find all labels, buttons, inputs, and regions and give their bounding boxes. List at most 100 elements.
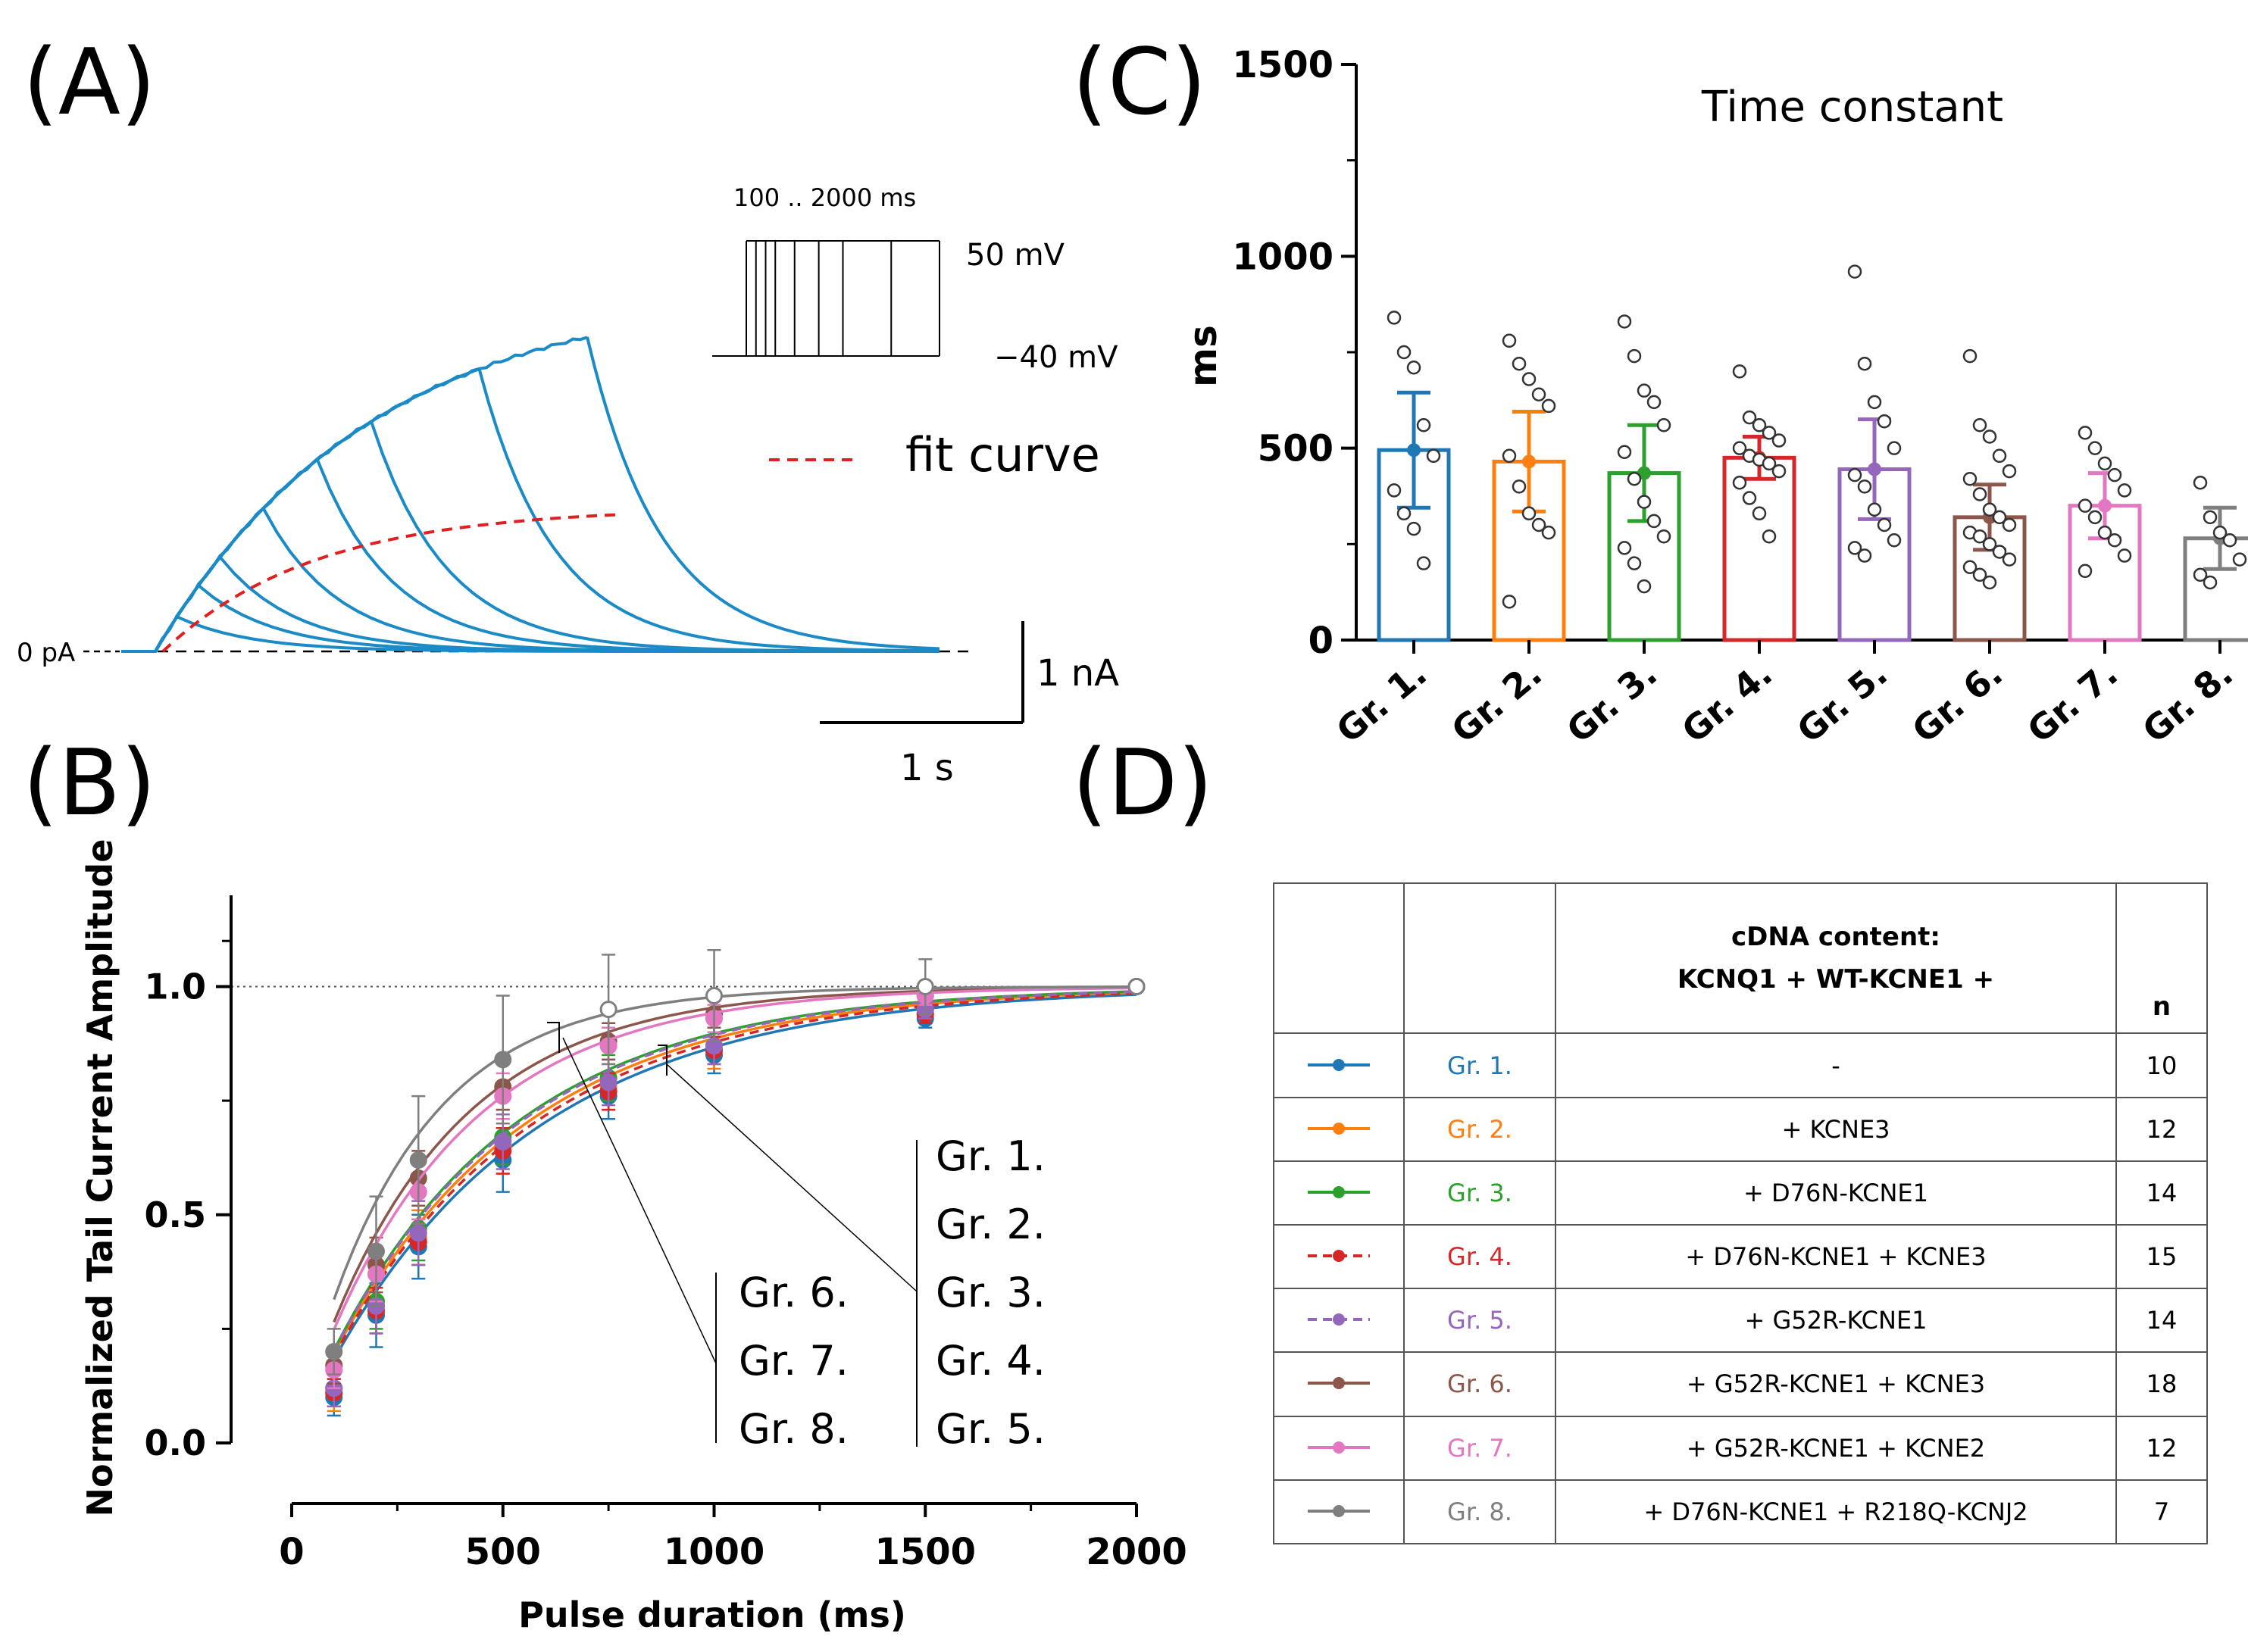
protocol-duration-label: 100 .. 2000 ms	[733, 183, 916, 212]
legend-swatch-cell	[1273, 1032, 1405, 1098]
data-point	[1732, 364, 1747, 379]
legend-swatch-cell	[1273, 1288, 1405, 1354]
legend-swatch-cell	[1273, 1160, 1405, 1226]
data-point	[1416, 418, 1431, 433]
bar-group-2: Gr. 2.	[1444, 333, 1566, 751]
series-gr8	[325, 949, 1146, 1376]
x-tick-label: Gr. 2.	[1444, 653, 1550, 751]
cdna-content: + KCNE3	[1555, 1096, 2117, 1162]
data-point	[1512, 356, 1527, 371]
scale-bar-time-label: 1 s	[900, 747, 954, 789]
fit-line	[333, 993, 1137, 1360]
data-point	[1762, 529, 1777, 544]
legend-marker	[1333, 1058, 1345, 1071]
data-point	[409, 1224, 427, 1242]
legend-swatch	[1308, 1441, 1370, 1454]
panel-a-current-traces: 0 pA 1 nA 1 s 100 .. 2000 ms 50 mV −40 m…	[17, 183, 1119, 789]
protocol-high-voltage-label: 50 mV	[966, 238, 1065, 273]
data-point	[1627, 348, 1642, 364]
data-point	[2107, 533, 2122, 548]
group-name: Gr. 8.	[1403, 1479, 1556, 1545]
data-point	[409, 1151, 427, 1169]
data-point	[2203, 510, 2218, 525]
data-point	[1877, 517, 1892, 532]
bar-group-7: Gr. 7.	[2020, 426, 2142, 751]
y-tick-label-1000: 1000	[1232, 236, 1333, 278]
y-tick-label-0.5: 0.5	[145, 1194, 207, 1235]
data-point	[2232, 552, 2247, 567]
data-point	[1972, 487, 1987, 501]
data-point	[1406, 521, 1421, 536]
x-tick-label-500: 500	[465, 1531, 541, 1573]
mean-dot	[1868, 462, 1881, 476]
group-name: Gr. 4.	[1403, 1224, 1556, 1290]
data-point	[1502, 595, 1517, 609]
legend-swatch	[1308, 1058, 1370, 1071]
group-name: Gr. 7.	[1403, 1415, 1556, 1481]
data-point	[1982, 429, 1997, 444]
header-cdna-line2: KCNQ1 + WT-KCNE1 +	[1677, 964, 1995, 995]
fit-line	[333, 985, 1137, 1301]
data-point	[1406, 361, 1421, 375]
legend-marker	[1333, 1185, 1345, 1198]
data-point	[1771, 433, 1787, 448]
data-point	[1962, 471, 1978, 486]
legend-swatch-cell	[1273, 1415, 1405, 1481]
bar-group-8: Gr. 8.	[2135, 476, 2248, 751]
data-point	[325, 1343, 343, 1360]
group-b-pointer-tick	[547, 1022, 560, 1053]
data-point	[1541, 525, 1556, 540]
data-point	[1847, 264, 1862, 279]
group-b-pointer	[562, 1037, 717, 1364]
data-point	[2078, 564, 2093, 579]
legend-swatch	[1308, 1185, 1370, 1198]
table-row: Gr. 8. + D76N-KCNE1 + R218Q-KCNJ2 7	[1273, 1479, 2208, 1545]
data-point	[1732, 441, 1747, 455]
panel-label-a: (A)	[23, 30, 156, 136]
table-row: Gr. 2. + KCNE3 12	[1273, 1096, 2208, 1162]
data-point	[1992, 510, 2007, 525]
n-value: 14	[2115, 1288, 2208, 1354]
panel-label-d: (D)	[1072, 731, 1213, 836]
group-a-pointer-tick	[658, 1045, 668, 1076]
data-point	[2203, 575, 2218, 590]
data-point	[2078, 498, 2093, 513]
group-name: Gr. 6.	[1403, 1351, 1556, 1417]
legend-swatch	[1308, 1377, 1370, 1390]
x-tick-label: Gr. 1.	[1329, 653, 1435, 751]
chart-b-series	[325, 949, 1146, 1417]
legend-swatch	[1308, 1122, 1370, 1135]
data-point	[1502, 448, 1517, 464]
zero-current-label: 0 pA	[17, 638, 75, 668]
table-row: Gr. 5. + G52R-KCNE1 14	[1273, 1288, 2208, 1354]
y-tick-label-0: 0.0	[145, 1422, 207, 1463]
data-point	[1972, 418, 1987, 433]
data-point	[1982, 502, 1997, 517]
data-point	[1387, 483, 1402, 498]
legend-marker	[1333, 1377, 1345, 1390]
fit-line	[333, 992, 1137, 1357]
y-tick-label-500: 500	[1258, 428, 1333, 470]
legend-swatch	[1308, 1313, 1370, 1326]
n-value: 18	[2115, 1351, 2208, 1417]
bar-group-1: Gr. 1.	[1329, 311, 1451, 751]
annotation-gr8: Gr. 8.	[739, 1405, 849, 1453]
legend-swatch	[1308, 1504, 1370, 1517]
annotation-gr5: Gr. 5.	[936, 1405, 1046, 1453]
data-point	[1992, 545, 2007, 559]
cdna-content: + D76N-KCNE1 + R218Q-KCNJ2	[1555, 1479, 2117, 1545]
cdna-content: + D76N-KCNE1 + KCNE3	[1555, 1224, 2117, 1290]
group-a-pointer	[666, 1063, 918, 1292]
data-point	[2087, 441, 2103, 455]
annotation-gr1: Gr. 1.	[936, 1132, 1046, 1180]
data-point	[2002, 464, 2017, 479]
data-point	[1962, 560, 1978, 574]
n-value: 14	[2115, 1160, 2208, 1226]
fit-legend-label: fit curve	[905, 427, 1100, 482]
data-point	[599, 1001, 617, 1019]
data-point	[1617, 314, 1632, 329]
data-point	[599, 1073, 617, 1091]
data-point	[2097, 456, 2112, 471]
